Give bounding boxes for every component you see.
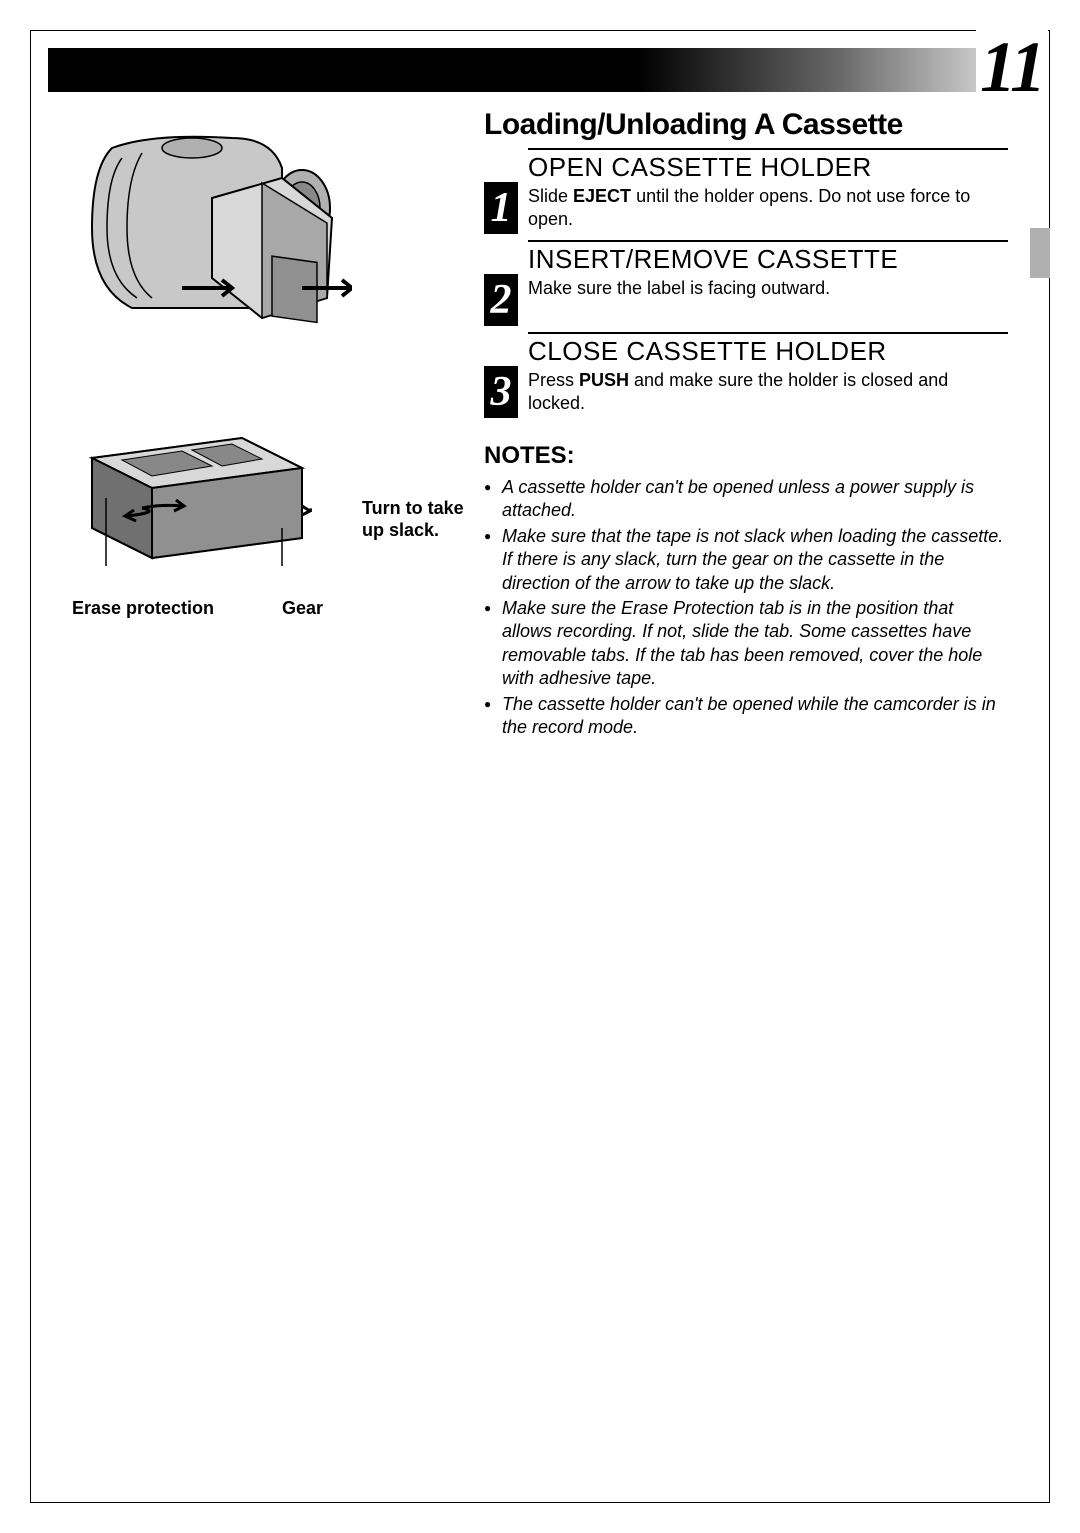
cassette-illustration — [72, 398, 312, 568]
step-1-text-pre: Slide — [528, 186, 573, 206]
camcorder-icon — [72, 108, 352, 348]
step-number-2: 2 — [484, 274, 518, 326]
notes-title: NOTES: — [484, 442, 1008, 470]
note-item: Make sure that the tape is not slack whe… — [484, 525, 1008, 595]
content-area: Turn to take up slack. Erase protection … — [72, 108, 1008, 741]
step-3-text: Press PUSH and make sure the holder is c… — [528, 369, 1008, 416]
step-1-text-bold: EJECT — [573, 186, 631, 206]
step-1: 1 OPEN CASSETTE HOLDER Slide EJECT until… — [484, 148, 1008, 234]
step-3-text-bold: PUSH — [579, 370, 629, 390]
step-2-text: Make sure the label is facing outward. — [528, 277, 1008, 300]
step-2-text-pre: Make sure the label is facing outward. — [528, 278, 830, 298]
callout-erase-protection: Erase protection — [72, 598, 214, 619]
notes-list: A cassette holder can't be opened unless… — [484, 476, 1008, 739]
callout-gear: Gear — [282, 598, 323, 619]
header-bar — [48, 48, 1032, 92]
note-item: The cassette holder can't be opened whil… — [484, 693, 1008, 740]
step-3-body: CLOSE CASSETTE HOLDER Press PUSH and mak… — [528, 332, 1008, 416]
left-column: Turn to take up slack. Erase protection … — [72, 108, 452, 741]
right-column: Loading/Unloading A Cassette 1 OPEN CASS… — [484, 108, 1008, 741]
step-3-title: CLOSE CASSETTE HOLDER — [528, 332, 1008, 367]
note-item: A cassette holder can't be opened unless… — [484, 476, 1008, 523]
step-1-text: Slide EJECT until the holder opens. Do n… — [528, 185, 1008, 232]
section-title: Loading/Unloading A Cassette — [484, 108, 1008, 142]
step-1-body: OPEN CASSETTE HOLDER Slide EJECT until t… — [528, 148, 1008, 232]
step-number-3: 3 — [484, 366, 518, 418]
step-2-title: INSERT/REMOVE CASSETTE — [528, 240, 1008, 275]
step-number-1: 1 — [484, 182, 518, 234]
step-1-title: OPEN CASSETTE HOLDER — [528, 148, 1008, 183]
note-item: Make sure the Erase Protection tab is in… — [484, 597, 1008, 691]
cassette-icon — [72, 398, 312, 568]
callout-turn-slack: Turn to take up slack. — [362, 498, 482, 541]
edge-tab — [1030, 228, 1050, 278]
step-2: 2 INSERT/REMOVE CASSETTE Make sure the l… — [484, 240, 1008, 326]
step-2-body: INSERT/REMOVE CASSETTE Make sure the lab… — [528, 240, 1008, 300]
page-number: 11 — [976, 26, 1048, 109]
cassette-illustration-wrap: Turn to take up slack. Erase protection … — [72, 398, 452, 568]
camcorder-illustration — [72, 108, 352, 348]
step-3: 3 CLOSE CASSETTE HOLDER Press PUSH and m… — [484, 332, 1008, 418]
step-3-text-pre: Press — [528, 370, 579, 390]
